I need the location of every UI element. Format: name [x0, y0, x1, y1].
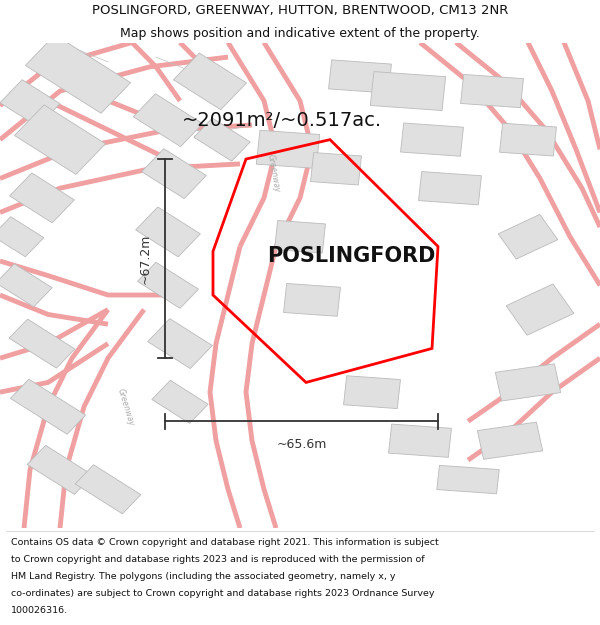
Polygon shape: [419, 171, 481, 205]
Polygon shape: [461, 74, 523, 108]
Polygon shape: [136, 207, 200, 257]
Polygon shape: [173, 53, 247, 110]
Polygon shape: [14, 105, 106, 174]
Text: Greenway: Greenway: [265, 154, 281, 194]
Polygon shape: [133, 94, 203, 147]
Polygon shape: [284, 284, 340, 316]
Polygon shape: [500, 123, 556, 156]
Polygon shape: [10, 173, 74, 223]
Polygon shape: [25, 35, 131, 113]
Polygon shape: [344, 376, 400, 409]
Text: ~67.2m: ~67.2m: [139, 233, 152, 284]
Text: co-ordinates) are subject to Crown copyright and database rights 2023 Ordnance S: co-ordinates) are subject to Crown copyr…: [11, 589, 434, 598]
Polygon shape: [370, 72, 446, 111]
Polygon shape: [498, 214, 558, 259]
Polygon shape: [478, 422, 542, 459]
Text: 100026316.: 100026316.: [11, 606, 68, 614]
Polygon shape: [275, 221, 325, 253]
Polygon shape: [256, 130, 320, 168]
Text: ~65.6m: ~65.6m: [277, 438, 326, 451]
Text: Contains OS data © Crown copyright and database right 2021. This information is : Contains OS data © Crown copyright and d…: [11, 538, 439, 547]
Text: POSLINGFORD, GREENWAY, HUTTON, BRENTWOOD, CM13 2NR: POSLINGFORD, GREENWAY, HUTTON, BRENTWOOD…: [92, 4, 508, 17]
Polygon shape: [152, 381, 208, 423]
Polygon shape: [0, 80, 60, 127]
Text: to Crown copyright and database rights 2023 and is reproduced with the permissio: to Crown copyright and database rights 2…: [11, 555, 424, 564]
Text: POSLINGFORD: POSLINGFORD: [267, 246, 435, 266]
Text: Greenway: Greenway: [116, 387, 136, 427]
Polygon shape: [27, 446, 93, 494]
Polygon shape: [329, 60, 391, 93]
Polygon shape: [0, 217, 44, 257]
Polygon shape: [148, 319, 212, 369]
Polygon shape: [9, 319, 75, 368]
Polygon shape: [401, 123, 463, 156]
Polygon shape: [75, 465, 141, 514]
Polygon shape: [0, 264, 52, 307]
Polygon shape: [142, 149, 206, 199]
Text: Map shows position and indicative extent of the property.: Map shows position and indicative extent…: [120, 27, 480, 39]
Polygon shape: [194, 118, 250, 161]
Polygon shape: [437, 466, 499, 494]
Polygon shape: [137, 262, 199, 308]
Polygon shape: [10, 379, 86, 434]
Polygon shape: [389, 424, 451, 458]
Polygon shape: [311, 152, 361, 185]
Text: ~2091m²/~0.517ac.: ~2091m²/~0.517ac.: [182, 111, 382, 130]
Polygon shape: [506, 284, 574, 335]
Text: HM Land Registry. The polygons (including the associated geometry, namely x, y: HM Land Registry. The polygons (includin…: [11, 572, 395, 581]
Polygon shape: [496, 364, 560, 401]
